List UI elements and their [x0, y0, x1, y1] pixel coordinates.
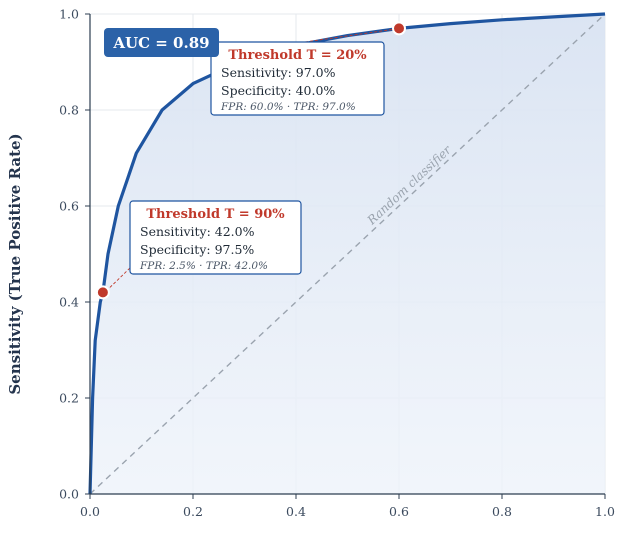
x-tick-label: 0.2: [183, 504, 203, 519]
auc-badge: AUC = 0.89: [104, 28, 219, 57]
y-tick-label: 0.8: [59, 103, 79, 118]
y-tick-label: 0.0: [59, 487, 79, 502]
y-axis-title: Sensitivity (True Positive Rate): [6, 133, 24, 394]
x-tick-label: 0.6: [389, 504, 409, 519]
callout-title: Threshold T = 20%: [228, 48, 367, 63]
threshold-20-callout: Threshold T = 20% Sensitivity: 97.0% Spe…: [210, 41, 385, 116]
callout-sensitivity: Sensitivity: 97.0%: [221, 65, 336, 80]
threshold-90-marker: [95, 285, 110, 300]
random-classifier-line: [89, 13, 606, 495]
callout-title: Threshold T = 90%: [146, 207, 285, 222]
x-tick-label: 0.4: [286, 504, 306, 519]
auc-label: AUC = 0.89: [112, 34, 209, 52]
y-tick-labels: 0.0 0.2 0.4 0.6 0.8 1.0: [59, 7, 90, 502]
threshold-20-marker: [392, 21, 406, 36]
callout-specificity: Specificity: 97.5%: [140, 242, 254, 257]
x-tick-label: 0.8: [492, 504, 512, 519]
callout-box: [129, 200, 302, 275]
callout-note: FPR: 2.5% · TPR: 42.0%: [139, 260, 268, 272]
threshold-90-callout: Threshold T = 90% Sensitivity: 42.0% Spe…: [129, 200, 302, 275]
y-tick-label: 0.4: [59, 295, 79, 310]
callout-leader-line: [107, 267, 131, 290]
axes: [89, 14, 605, 495]
roc-curve-line: [88, 12, 606, 495]
callout-specificity: Specificity: 40.0%: [221, 83, 335, 98]
x-tick-label: 0.0: [80, 504, 100, 519]
auc-badge-box: [104, 28, 219, 57]
callout-sensitivity: Sensitivity: 42.0%: [140, 224, 255, 239]
x-tick-labels: 0.0 0.2 0.4 0.6 0.8 1.0: [80, 494, 615, 519]
callout-box: [210, 41, 385, 116]
y-tick-label: 1.0: [59, 7, 79, 22]
x-tick-label: 1.0: [595, 504, 615, 519]
y-tick-label: 0.6: [59, 199, 79, 214]
y-tick-label: 0.2: [59, 391, 79, 406]
callout-note: FPR: 60.0% · TPR: 97.0%: [220, 101, 356, 113]
